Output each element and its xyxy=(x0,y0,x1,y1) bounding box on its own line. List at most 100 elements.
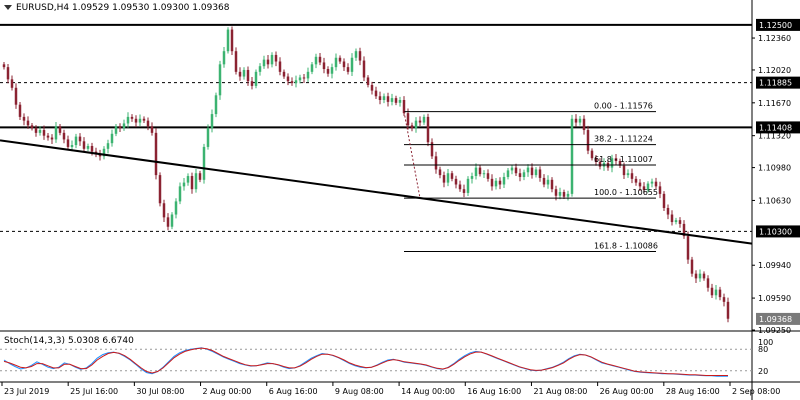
fib-level-label: 61.8 - 1.11007 xyxy=(594,155,653,164)
candle-body xyxy=(394,98,398,103)
candle-body xyxy=(350,57,354,72)
time-tick-label: 2 Aug 00:00 xyxy=(203,387,252,396)
candle-body xyxy=(562,192,566,197)
stoch-scale-top: 100 xyxy=(758,338,773,347)
candle-body xyxy=(710,287,714,296)
time-tick-label: 23 Jul 2019 xyxy=(4,387,49,396)
stoch-indicator-name: Stoch(14,3,3) xyxy=(4,336,66,346)
candle-body xyxy=(250,81,254,86)
time-tick-label: 25 Jul 16:00 xyxy=(70,387,118,396)
candle-body xyxy=(418,120,422,123)
candle-body xyxy=(310,64,314,72)
candle-body xyxy=(206,128,210,147)
price-tick-label: 1.12360 xyxy=(758,34,791,43)
candle-body xyxy=(362,60,366,78)
candle-body xyxy=(666,207,670,215)
candle-body xyxy=(566,193,570,197)
candle-body xyxy=(594,158,598,162)
candle-body xyxy=(186,176,190,183)
candle-body xyxy=(306,71,310,79)
candle-body xyxy=(226,29,230,52)
candle-body xyxy=(478,167,482,175)
candle-body xyxy=(294,80,298,84)
candle-body xyxy=(370,84,374,91)
candle-body xyxy=(590,150,594,159)
candle-body xyxy=(642,186,646,191)
candle-body xyxy=(26,120,30,126)
candle-body xyxy=(446,173,450,183)
dropdown-triangle-icon[interactable] xyxy=(4,5,12,10)
candle-body xyxy=(334,57,338,68)
price-tick-label: 1.12020 xyxy=(758,66,791,75)
candle-body xyxy=(158,175,162,204)
candle-body xyxy=(74,136,78,146)
candle-body xyxy=(286,76,290,82)
candle-body xyxy=(670,214,674,223)
candle-body xyxy=(518,173,522,177)
candle-body xyxy=(174,201,178,215)
candle-body xyxy=(554,189,558,196)
candle-body xyxy=(714,289,718,296)
candle-body xyxy=(618,161,622,166)
candle-body xyxy=(214,95,218,115)
candle-body xyxy=(278,61,282,72)
candle-body xyxy=(122,123,126,129)
candle-body xyxy=(66,139,70,147)
candle-body xyxy=(182,182,186,187)
candle-body xyxy=(82,141,86,149)
candle-body xyxy=(354,51,358,58)
stoch-header: Stoch(14,3,3) 5.0308 6.6740 xyxy=(4,336,134,346)
candle-body xyxy=(686,236,690,260)
time-tick-label: 9 Aug 08:00 xyxy=(335,387,384,396)
level-price-box xyxy=(756,76,800,89)
symbol-label: EURUSD,H4 xyxy=(16,3,70,13)
candle-body xyxy=(614,158,618,162)
stoch-signal-line xyxy=(3,347,728,376)
candle-body xyxy=(470,176,474,179)
price-tick-label: 1.09250 xyxy=(758,326,791,335)
fib-level-label: 38.2 - 1.11224 xyxy=(594,135,653,144)
candle-body xyxy=(646,183,650,191)
price-tick-label: 1.10980 xyxy=(758,164,791,173)
candle-body xyxy=(526,167,530,173)
candle-body xyxy=(406,113,410,126)
fib-level-label: 100.0 - 1.10655 xyxy=(594,188,658,197)
time-tick-label: 21 Aug 08:00 xyxy=(533,387,587,396)
candle-body xyxy=(558,192,562,196)
chart-header: EURUSD,H4 1.09529 1.09530 1.09300 1.0936… xyxy=(4,3,230,13)
candle-body xyxy=(302,77,306,79)
candle-body xyxy=(378,96,382,100)
candle-body xyxy=(150,126,154,133)
candle-body xyxy=(434,156,438,170)
candle-body xyxy=(458,184,462,190)
candle-body xyxy=(322,62,326,70)
candle-body xyxy=(382,96,386,100)
candle-body xyxy=(374,90,378,97)
candle-body xyxy=(242,69,246,77)
candle-body xyxy=(578,118,582,123)
candle-body xyxy=(366,77,370,85)
candle-body xyxy=(326,69,330,74)
trendline[interactable] xyxy=(0,139,753,245)
level-price-label: 1.12500 xyxy=(759,21,792,30)
candle-body xyxy=(634,178,638,183)
candle-body xyxy=(722,297,726,302)
candle-body xyxy=(626,173,630,176)
candle-body xyxy=(622,165,626,176)
candle-body xyxy=(570,118,574,194)
candle-body xyxy=(198,173,202,180)
candle-body xyxy=(358,51,362,61)
candle-body xyxy=(274,54,278,62)
candle-body xyxy=(726,301,730,319)
candle-body xyxy=(118,126,122,129)
candle-body xyxy=(586,130,590,151)
candle-body xyxy=(114,126,118,134)
candle-body xyxy=(506,170,510,177)
candle-body xyxy=(430,142,434,157)
candle-body xyxy=(106,143,110,149)
candle-body xyxy=(678,220,682,224)
candle-body xyxy=(574,118,578,123)
candle-body xyxy=(14,87,18,105)
